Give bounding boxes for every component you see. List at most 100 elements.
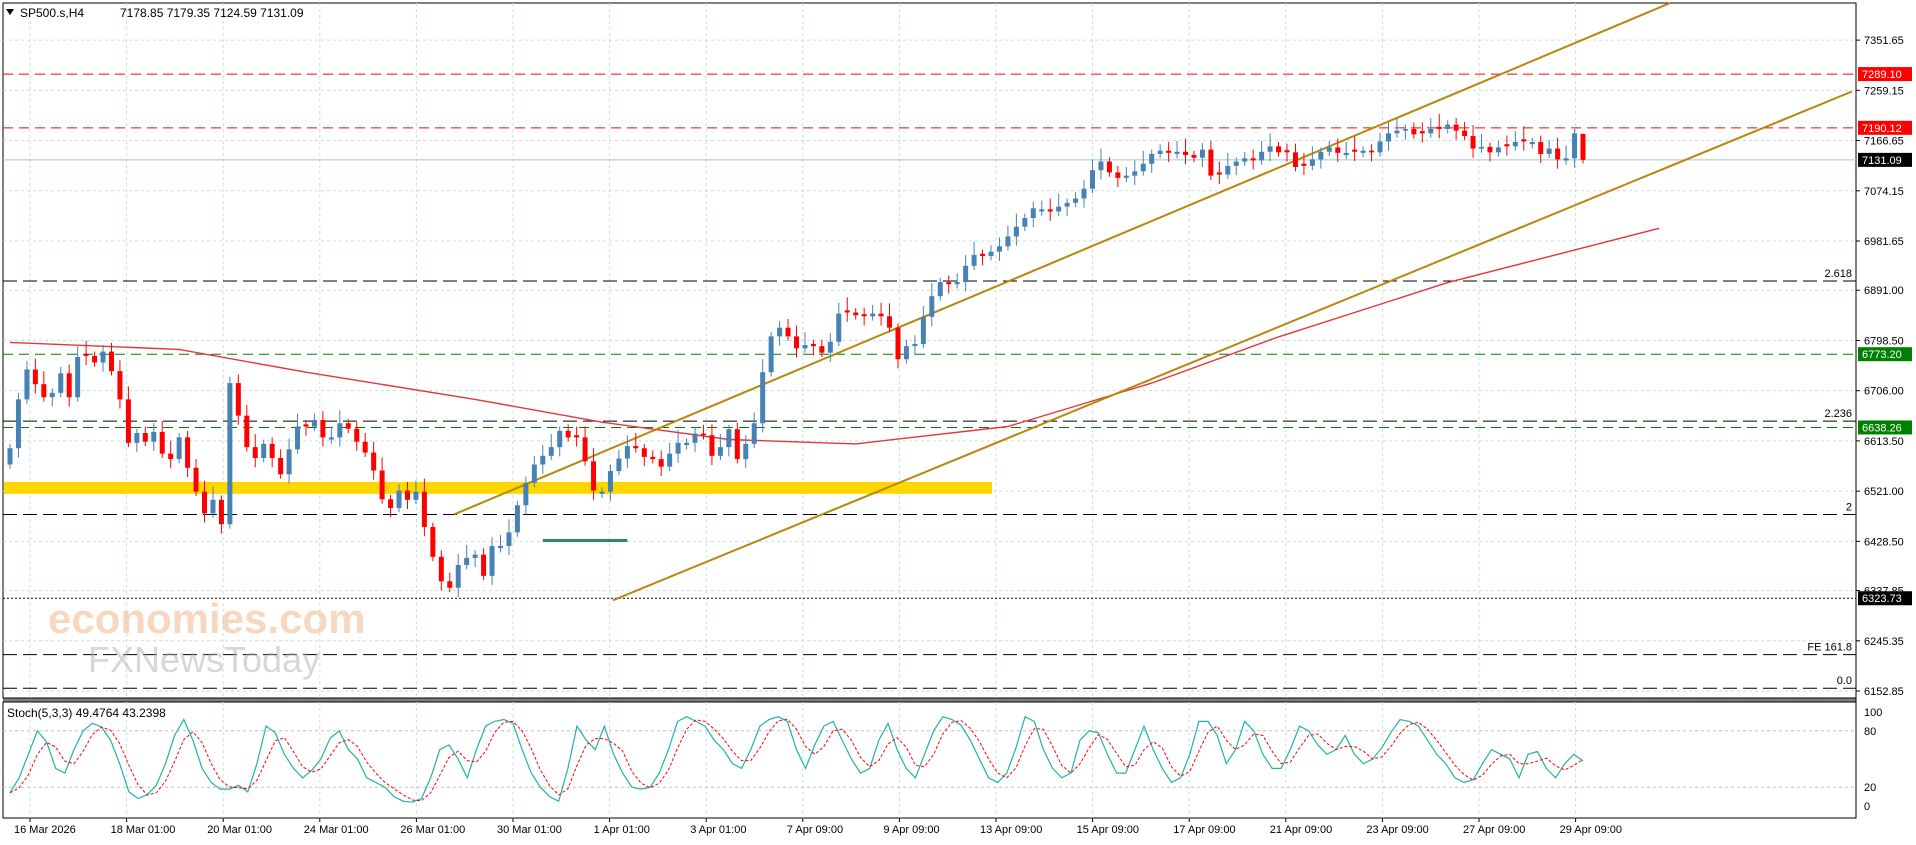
candle[interactable]	[954, 273, 960, 289]
candle[interactable]	[210, 486, 216, 518]
candle[interactable]	[726, 424, 732, 457]
candle[interactable]	[303, 420, 309, 436]
candle[interactable]	[1445, 120, 1451, 134]
candle[interactable]	[151, 423, 157, 451]
candle[interactable]	[963, 254, 969, 292]
candle[interactable]	[1064, 198, 1070, 216]
candle[interactable]	[455, 554, 461, 598]
candle[interactable]	[142, 426, 148, 447]
candle[interactable]	[1106, 157, 1112, 177]
candle[interactable]	[650, 450, 656, 464]
candle[interactable]	[878, 302, 884, 326]
candle[interactable]	[861, 307, 867, 326]
candle[interactable]	[1022, 213, 1028, 232]
candle[interactable]	[328, 426, 334, 444]
candle[interactable]	[607, 464, 613, 501]
candle[interactable]	[1529, 137, 1535, 149]
candle[interactable]	[1149, 149, 1155, 173]
candle[interactable]	[523, 476, 529, 515]
candle[interactable]	[108, 342, 114, 376]
candle[interactable]	[1462, 121, 1468, 141]
candle[interactable]	[920, 305, 926, 349]
candle[interactable]	[1301, 152, 1307, 176]
candle[interactable]	[388, 494, 394, 518]
candle[interactable]	[1242, 151, 1248, 166]
candle[interactable]	[472, 550, 478, 568]
candle[interactable]	[751, 412, 757, 449]
candle[interactable]	[489, 537, 495, 586]
candle[interactable]	[1183, 138, 1189, 165]
channel-upper-line[interactable]	[453, 2, 1671, 516]
candle[interactable]	[252, 434, 258, 468]
candle[interactable]	[286, 438, 292, 484]
candle[interactable]	[802, 332, 808, 353]
candle[interactable]	[700, 424, 706, 440]
candle[interactable]	[760, 359, 766, 433]
candle[interactable]	[996, 237, 1002, 261]
ma-line[interactable]	[9, 227, 1660, 445]
candle[interactable]	[100, 345, 106, 372]
candle[interactable]	[1233, 157, 1239, 176]
horizontal-levels[interactable]	[3, 73, 1856, 599]
candle[interactable]	[514, 500, 520, 537]
candle[interactable]	[1385, 122, 1391, 151]
candle[interactable]	[1157, 144, 1163, 159]
candle[interactable]	[1428, 118, 1434, 138]
candle[interactable]	[565, 424, 571, 442]
candle[interactable]	[498, 535, 504, 553]
candle[interactable]	[278, 449, 284, 479]
candle[interactable]	[1580, 133, 1586, 164]
candle[interactable]	[1453, 118, 1459, 140]
candle[interactable]	[396, 484, 402, 513]
trend-channel[interactable]	[453, 2, 1853, 602]
candle[interactable]	[362, 433, 368, 457]
candle[interactable]	[946, 275, 952, 294]
candle[interactable]	[235, 374, 241, 425]
candle[interactable]	[1470, 125, 1476, 158]
candlesticks[interactable]	[7, 113, 1586, 598]
candle[interactable]	[134, 428, 140, 453]
candle[interactable]	[15, 392, 21, 458]
candle[interactable]	[794, 325, 799, 358]
candle[interactable]	[1479, 133, 1485, 153]
candle[interactable]	[1132, 160, 1138, 185]
candle[interactable]	[1174, 140, 1180, 159]
candle[interactable]	[937, 277, 943, 301]
candle[interactable]	[438, 550, 444, 591]
candle[interactable]	[1123, 166, 1129, 183]
candle[interactable]	[261, 439, 267, 463]
candle[interactable]	[1343, 142, 1349, 160]
candle[interactable]	[421, 478, 427, 537]
candle[interactable]	[1360, 146, 1366, 158]
candle[interactable]	[1572, 128, 1578, 168]
candle[interactable]	[633, 433, 639, 453]
candle[interactable]	[92, 351, 98, 367]
fibonacci-levels[interactable]: 2.618 2.236 2 FE 161.8 0.0	[3, 268, 1856, 689]
candle[interactable]	[125, 386, 131, 448]
candle[interactable]	[371, 441, 377, 480]
candle[interactable]	[988, 245, 994, 261]
candle[interactable]	[531, 455, 537, 488]
candle[interactable]	[1394, 117, 1400, 138]
candle[interactable]	[1208, 140, 1214, 181]
candle[interactable]	[1512, 131, 1518, 151]
candle[interactable]	[1267, 133, 1273, 162]
candle[interactable]	[768, 332, 774, 377]
candle[interactable]	[980, 249, 986, 266]
candle[interactable]	[354, 422, 360, 451]
candle[interactable]	[1495, 140, 1501, 157]
candle[interactable]	[574, 426, 580, 447]
candle[interactable]	[464, 544, 470, 570]
candle[interactable]	[1335, 138, 1341, 163]
candle[interactable]	[66, 364, 72, 407]
candle[interactable]	[557, 426, 563, 457]
candle[interactable]	[1504, 135, 1510, 156]
candle[interactable]	[320, 411, 326, 447]
candle[interactable]	[1538, 135, 1544, 164]
candle[interactable]	[1555, 137, 1561, 169]
candle[interactable]	[1419, 122, 1425, 143]
candle[interactable]	[684, 438, 690, 450]
candle[interactable]	[1216, 161, 1222, 184]
triangle-down-icon[interactable]	[6, 9, 14, 15]
